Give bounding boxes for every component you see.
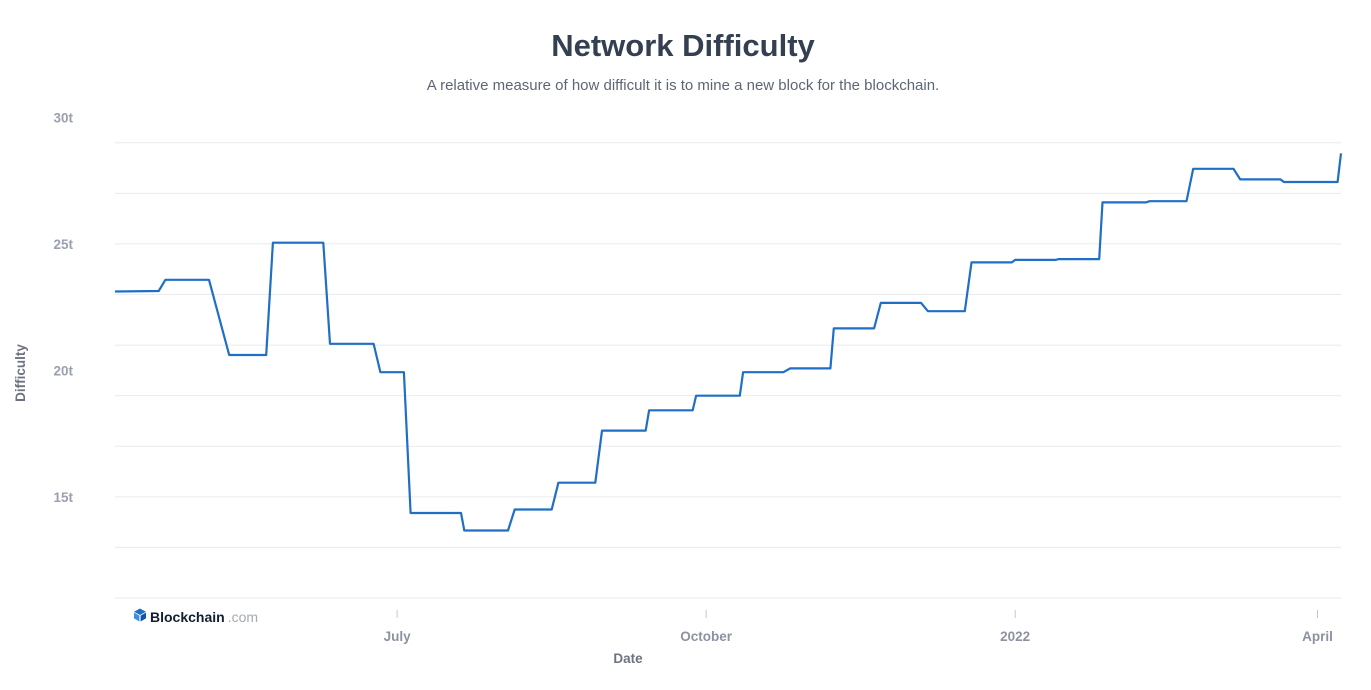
blockchain-logo-icon [133, 608, 147, 625]
brand-name: Blockchain [150, 608, 225, 625]
y-axis-label: Difficulty [13, 344, 28, 402]
chart-title: Network Difficulty [551, 28, 815, 63]
y-tick-label: 15t [53, 490, 73, 505]
x-tick-label: 2022 [1000, 629, 1030, 644]
blockchain-brand[interactable]: Blockchain .com [133, 608, 258, 625]
difficulty-series-line[interactable] [114, 153, 1343, 532]
x-axis-ticks: July October 2022 April [384, 610, 1333, 644]
x-tick-label: October [680, 629, 733, 644]
x-tick-label: April [1302, 629, 1333, 644]
x-tick-label: July [384, 629, 412, 644]
y-tick-label: 30t [53, 110, 73, 125]
y-tick-label: 20t [53, 363, 73, 378]
brand-suffix: .com [227, 608, 259, 625]
y-axis-ticks: 15t 20t 25t 30t [53, 110, 73, 504]
y-tick-label: 25t [53, 237, 73, 252]
x-axis-label: Date [613, 651, 643, 666]
chart-subtitle: A relative measure of how difficult it i… [426, 77, 940, 94]
grid-lines [115, 142, 1341, 599]
